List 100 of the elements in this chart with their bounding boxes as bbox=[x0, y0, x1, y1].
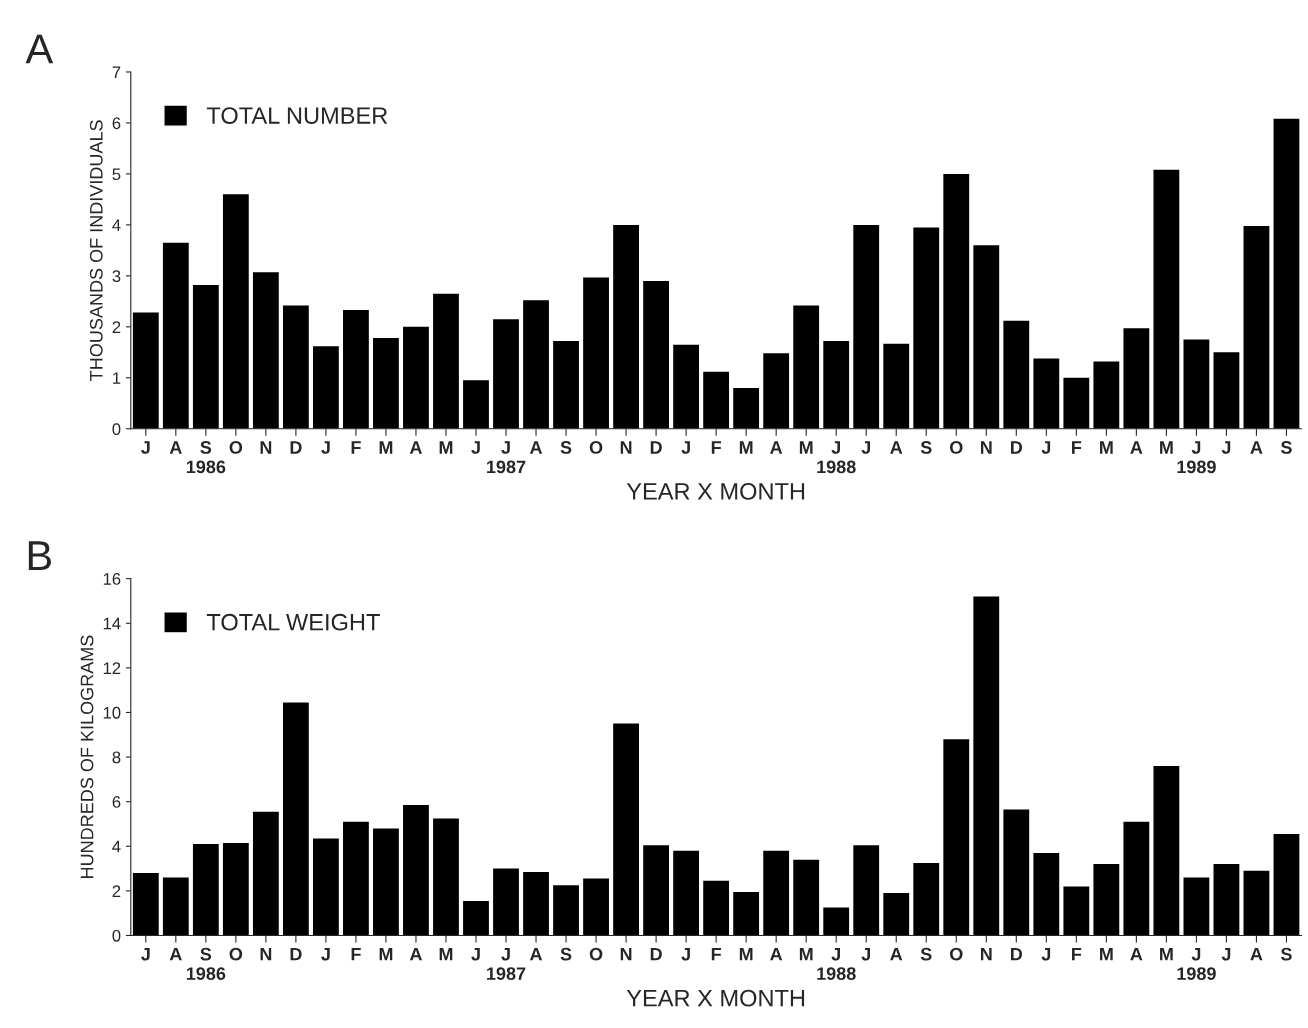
x-tick-label: D bbox=[290, 441, 302, 454]
x-tick-label: N bbox=[260, 947, 272, 961]
x-tick-label: S bbox=[920, 441, 932, 454]
x-tick-label: J bbox=[681, 947, 690, 961]
x-tick-label: S bbox=[560, 947, 572, 961]
x-tick-label: J bbox=[1221, 947, 1231, 961]
x-tick-label: J bbox=[1041, 947, 1051, 961]
y-tick-label: 2 bbox=[112, 321, 121, 333]
bar bbox=[973, 596, 1000, 936]
bar bbox=[162, 877, 189, 936]
x-tick-label: A bbox=[169, 441, 182, 454]
bar bbox=[553, 341, 579, 429]
y-tick-label: 6 bbox=[112, 796, 121, 808]
x-tick-label: M bbox=[1160, 441, 1173, 454]
bar bbox=[373, 828, 399, 936]
chart-title: B bbox=[28, 541, 52, 571]
y-tick-label: 14 bbox=[103, 617, 121, 630]
x-tick-label: J bbox=[1041, 441, 1051, 454]
bar bbox=[192, 285, 219, 429]
bar bbox=[403, 805, 429, 936]
bar bbox=[162, 242, 189, 429]
bar bbox=[673, 850, 700, 936]
bar bbox=[493, 319, 519, 429]
x-tick-label: J bbox=[861, 947, 870, 961]
bar bbox=[313, 838, 339, 936]
x-tick-label: A bbox=[1130, 947, 1143, 961]
y-tick-label: 4 bbox=[112, 219, 121, 231]
bar bbox=[403, 326, 429, 429]
bar bbox=[222, 194, 249, 429]
x-tick-label: N bbox=[980, 441, 992, 454]
x-tick-label: M bbox=[1160, 947, 1173, 961]
x-tick-label: N bbox=[260, 441, 272, 454]
x-tick-label: D bbox=[1010, 441, 1023, 454]
y-tick-label: 0 bbox=[112, 423, 121, 435]
x-tick-label: M bbox=[799, 441, 813, 454]
x-tick-label: A bbox=[1250, 441, 1263, 454]
y-tick-label: 16 bbox=[103, 573, 121, 585]
x-tick-label: S 1986 bbox=[186, 441, 226, 474]
y-tick-label: 4 bbox=[112, 840, 121, 853]
y-tick-label: 2 bbox=[112, 885, 121, 897]
x-tick-label: O bbox=[949, 441, 963, 454]
x-tick-label: J bbox=[321, 947, 330, 961]
legend-label: TOTAL NUMBER bbox=[206, 107, 388, 124]
x-tick-label: M bbox=[439, 441, 453, 454]
bar bbox=[433, 293, 459, 429]
bar bbox=[222, 842, 249, 936]
bar bbox=[793, 305, 820, 429]
bar bbox=[1183, 877, 1210, 936]
x-tick-label: F bbox=[711, 947, 721, 961]
y-tick-label: 6 bbox=[112, 117, 121, 130]
bar bbox=[1093, 361, 1120, 429]
bar bbox=[1063, 377, 1090, 429]
y-tick-label: 10 bbox=[103, 706, 121, 719]
bar bbox=[943, 739, 970, 936]
x-tick-label: J bbox=[861, 441, 870, 454]
x-tick-label: A bbox=[770, 441, 783, 454]
x-tick-label: J bbox=[471, 441, 480, 454]
bar bbox=[853, 845, 880, 936]
x-axis-title: YEAR X MONTH bbox=[626, 483, 805, 500]
x-tick-label: J 1987 bbox=[487, 947, 526, 980]
y-tick-label: 1 bbox=[113, 372, 121, 384]
bar bbox=[343, 821, 369, 936]
y-tick-label: 3 bbox=[112, 270, 121, 283]
x-tick-label: A bbox=[529, 441, 543, 454]
bar bbox=[913, 863, 940, 936]
x-tick-label: A bbox=[169, 947, 182, 961]
bar bbox=[613, 224, 639, 429]
bar bbox=[523, 871, 549, 936]
bar bbox=[1213, 864, 1240, 936]
bar bbox=[1273, 834, 1300, 936]
bar bbox=[613, 723, 639, 936]
y-tick-label: 7 bbox=[112, 66, 121, 78]
legend-label: TOTAL WEIGHT bbox=[206, 613, 380, 631]
bar bbox=[343, 310, 369, 429]
bar bbox=[793, 859, 820, 936]
x-tick-label: N bbox=[980, 947, 992, 961]
x-axis-title: YEAR X MONTH bbox=[626, 989, 805, 1007]
x-tick-label: O bbox=[589, 947, 603, 961]
bar bbox=[763, 850, 790, 936]
bar bbox=[853, 224, 880, 429]
bar bbox=[523, 300, 549, 429]
x-tick-label: M bbox=[379, 947, 393, 961]
bar bbox=[1243, 225, 1270, 429]
x-tick-label: S bbox=[920, 947, 932, 961]
x-tick-label: A bbox=[890, 441, 903, 454]
x-tick-label: A bbox=[409, 947, 422, 961]
bar bbox=[673, 344, 700, 429]
x-tick-label: J 1989 bbox=[1177, 441, 1216, 474]
x-tick-label: S bbox=[1280, 441, 1292, 454]
bar bbox=[823, 907, 850, 936]
bar bbox=[643, 845, 669, 936]
x-tick-label: A bbox=[1130, 441, 1143, 454]
bar bbox=[703, 880, 730, 936]
bar bbox=[763, 353, 790, 429]
bar bbox=[1153, 765, 1180, 936]
bar bbox=[1033, 852, 1060, 936]
x-tick-label: J bbox=[1221, 441, 1231, 454]
bar bbox=[463, 380, 489, 429]
bar bbox=[1033, 358, 1060, 429]
y-tick-label: 12 bbox=[103, 662, 121, 674]
